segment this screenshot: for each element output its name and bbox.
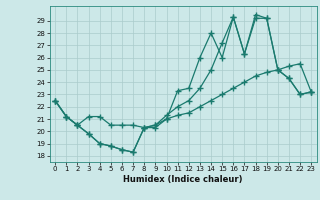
- X-axis label: Humidex (Indice chaleur): Humidex (Indice chaleur): [124, 175, 243, 184]
